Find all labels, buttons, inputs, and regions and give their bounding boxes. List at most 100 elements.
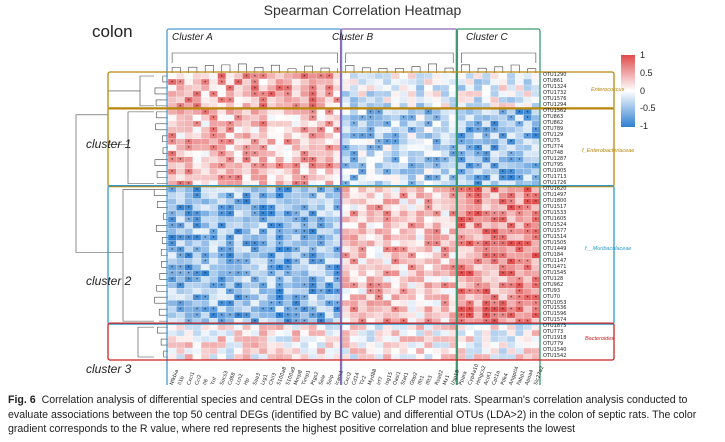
- significance-mark: *: [510, 224, 512, 230]
- heatmap-cell: [225, 168, 235, 175]
- heatmap-cell: [465, 294, 475, 301]
- heatmap-cell: [258, 234, 268, 241]
- heatmap-cell: [176, 174, 185, 181]
- heatmap-cell: [432, 276, 441, 283]
- significance-mark: *: [171, 212, 173, 218]
- heatmap-cell: [482, 270, 491, 277]
- heatmap-cell: [465, 156, 475, 163]
- heatmap-cell: [267, 324, 276, 331]
- heatmap-cell: [391, 210, 400, 217]
- heatmap-cell: [498, 216, 508, 223]
- heatmap-cell: [176, 156, 185, 163]
- heatmap-cell: [168, 102, 177, 110]
- heatmap-cell: [523, 306, 532, 313]
- heatmap-cell: [176, 198, 185, 205]
- heatmap-cell: [407, 312, 417, 319]
- heatmap-cell: [416, 234, 425, 241]
- heatmap-cell: [242, 228, 251, 235]
- significance-mark: *: [477, 194, 479, 200]
- significance-mark: *: [527, 230, 529, 236]
- heatmap-cell: [341, 186, 351, 193]
- significance-mark: *: [312, 314, 314, 320]
- heatmap-cell: [366, 180, 375, 187]
- heatmap-cell: [358, 126, 367, 133]
- heatmap-cell: [325, 276, 334, 283]
- heatmap-cell: [242, 198, 251, 205]
- heatmap-cell: [465, 318, 475, 325]
- heatmap-cell: [267, 312, 276, 319]
- heatmap-cell: [333, 258, 342, 265]
- significance-mark: *: [171, 218, 173, 224]
- heatmap-cell: [465, 144, 475, 151]
- significance-mark: *: [353, 158, 355, 164]
- significance-mark: *: [527, 242, 529, 248]
- significance-mark: *: [204, 272, 206, 278]
- heatmap-cell: [382, 252, 392, 259]
- significance-mark: *: [328, 302, 330, 308]
- significance-mark: *: [353, 284, 355, 290]
- heatmap-cell: [374, 120, 384, 128]
- significance-mark: *: [221, 140, 223, 146]
- significance-mark: *: [171, 152, 173, 158]
- heatmap-cell: [349, 258, 359, 265]
- heatmap-cell: [325, 73, 334, 80]
- heatmap-cell: [283, 336, 293, 343]
- significance-mark: *: [212, 92, 214, 98]
- heatmap-cell: [176, 342, 185, 349]
- heatmap-cell: [358, 348, 367, 355]
- significance-mark: *: [303, 230, 305, 236]
- significance-mark: *: [510, 116, 512, 122]
- heatmap-cell: [440, 156, 450, 163]
- heatmap-cell: [176, 240, 185, 247]
- heatmap-cell: [523, 126, 532, 133]
- heatmap-cell: [250, 204, 260, 211]
- heatmap-cell: [374, 96, 384, 104]
- heatmap-cell: [242, 156, 251, 163]
- heatmap-cell: [358, 306, 367, 313]
- heatmap-cell: [201, 222, 210, 229]
- heatmap-cell: [473, 156, 483, 163]
- heatmap-cell: [341, 132, 351, 139]
- heatmap-cell: [399, 144, 408, 151]
- heatmap-cell: [399, 204, 408, 211]
- heatmap-cell: [531, 210, 541, 217]
- column-dendrogram-branch: [287, 68, 297, 73]
- heatmap-cell: [341, 252, 351, 259]
- heatmap-cell: [424, 198, 433, 205]
- heatmap-cell: [325, 252, 334, 259]
- significance-mark: *: [494, 128, 496, 134]
- heatmap-cell: [316, 234, 326, 241]
- heatmap-cell: [531, 324, 541, 331]
- heatmap-cell: [201, 84, 210, 92]
- heatmap-cell: [341, 138, 351, 145]
- heatmap-cell: [482, 96, 491, 104]
- heatmap-cell: [440, 324, 450, 331]
- significance-mark: *: [279, 164, 281, 170]
- heatmap-cell: [168, 204, 177, 211]
- heatmap-cell: [349, 288, 359, 295]
- heatmap-cell: [465, 348, 475, 355]
- heatmap-cell: [258, 126, 268, 133]
- heatmap-cell: [531, 354, 541, 361]
- heatmap-cell: [349, 204, 359, 211]
- heatmap-cell: [482, 180, 491, 187]
- significance-mark: *: [518, 290, 520, 296]
- heatmap-cell: [515, 252, 524, 259]
- heatmap-cell: [457, 96, 466, 104]
- heatmap-cell: [176, 144, 185, 151]
- heatmap-cell: [341, 264, 351, 271]
- heatmap-cell: [482, 150, 491, 157]
- heatmap-cell: [234, 84, 243, 92]
- heatmap-cell: [449, 294, 458, 301]
- heatmap-cell: [490, 252, 499, 259]
- heatmap-cell: [234, 120, 243, 128]
- heatmap-cell: [258, 96, 268, 104]
- heatmap-cell: [449, 288, 458, 295]
- heatmap-cell: [250, 138, 260, 145]
- column-dendrogram-branch: [221, 64, 231, 73]
- heatmap-cell: [209, 282, 218, 289]
- significance-mark: *: [179, 236, 181, 242]
- heatmap-cell: [382, 342, 392, 349]
- row-label: OTU1800: [543, 197, 567, 204]
- heatmap-cell: [184, 108, 193, 116]
